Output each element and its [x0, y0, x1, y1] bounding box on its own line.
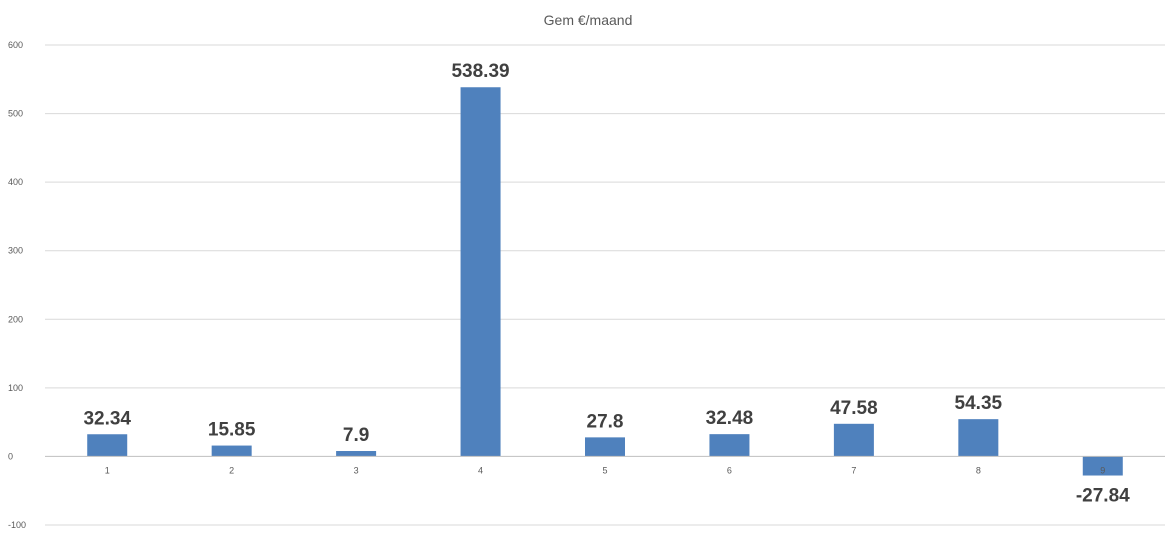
data-labels: 32.34 15.85 7.9 538.39 27.8 32.48 47.58 54.35 -2…: [83, 61, 1130, 506]
x-tick-label: 7: [851, 465, 856, 475]
bar: [211, 445, 252, 457]
data-label: 32.48: [706, 408, 754, 429]
y-tick-label: 200: [8, 314, 23, 324]
x-tick-label: 2: [229, 465, 234, 475]
bar: [585, 437, 625, 457]
data-label: 15.85: [208, 420, 256, 441]
data-label: 54.35: [955, 393, 1003, 414]
x-tick-label: 6: [727, 465, 732, 475]
x-axis-ticks: 1 2 3 4 5 6 7 8 9: [105, 465, 1106, 475]
y-tick-label: 500: [8, 109, 23, 119]
chart-title: Gem €/maand: [543, 12, 633, 28]
x-tick-label: 1: [105, 465, 110, 475]
bar: [460, 87, 501, 457]
x-tick-label: 8: [976, 465, 981, 475]
y-tick-label: 0: [8, 451, 13, 461]
y-tick-label: 400: [8, 177, 23, 187]
x-tick-label: 3: [354, 465, 359, 475]
y-tick-label: 100: [8, 383, 23, 393]
bar: [958, 419, 999, 457]
gridlines: [45, 44, 1165, 526]
bar: [709, 434, 750, 457]
data-label: 27.8: [587, 411, 624, 432]
x-tick-label: 4: [478, 465, 483, 475]
bar: [1082, 456, 1123, 476]
bar: [833, 423, 874, 457]
bars: [87, 87, 1123, 476]
y-axis-ticks: -100 0 100 200 300 400 500 600: [8, 40, 26, 530]
y-tick-label: 300: [8, 246, 23, 256]
x-tick-label: 5: [602, 465, 607, 475]
x-tick-label: 9: [1100, 465, 1105, 475]
data-label: -27.84: [1076, 486, 1130, 507]
data-label: 47.58: [830, 398, 878, 419]
data-label: 7.9: [343, 425, 369, 446]
data-label: 32.34: [83, 408, 131, 429]
y-tick-label: -100: [8, 520, 26, 530]
bar: [336, 451, 377, 457]
data-label: 538.39: [451, 61, 509, 82]
bar: [87, 434, 128, 457]
y-tick-label: 600: [8, 40, 23, 50]
